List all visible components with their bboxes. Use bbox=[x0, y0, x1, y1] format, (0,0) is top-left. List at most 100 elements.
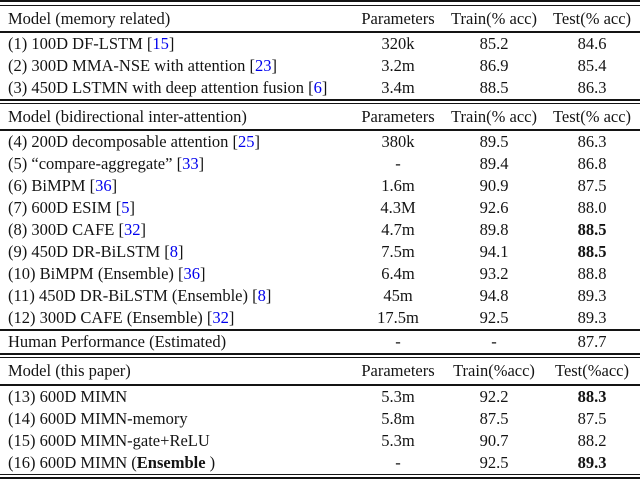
model-cell: (4) 200D decomposable attention [25] bbox=[8, 132, 261, 151]
parameters-cell: 7.5m bbox=[381, 242, 415, 261]
table-row: (8) 300D CAFE [32] 4.7m 89.8 88.5 bbox=[0, 219, 640, 241]
model-cell: (11) 450D DR-BiLSTM (Ensemble) [8] bbox=[8, 286, 272, 305]
model-cell: (13) 600D MIMN bbox=[0, 386, 352, 408]
human-performance-row: Human Performance (Estimated) - - 87.7 bbox=[0, 331, 640, 353]
column-header-test: Test(% acc) bbox=[552, 9, 632, 28]
citation-link[interactable]: 36 bbox=[183, 264, 201, 283]
model-label: (7) 600D ESIM bbox=[8, 198, 112, 217]
citation-link[interactable]: 6 bbox=[313, 78, 322, 97]
table-row: (16) 600D MIMN (Ensemble ) - 92.5 89.3 bbox=[0, 452, 640, 474]
double-rule bbox=[0, 353, 640, 358]
citation-link[interactable]: 8 bbox=[169, 242, 179, 261]
model-label: (10) BiMPM (Ensemble) bbox=[8, 264, 174, 283]
model-cell: (2) 300D MMA-NSE with attention [23] bbox=[8, 56, 278, 75]
test-accuracy-cell: 86.3 bbox=[577, 78, 607, 97]
model-label: (6) BiMPM bbox=[8, 176, 86, 195]
table-row: (15) 600D MIMN-gate+ReLU 5.3m 90.7 88.2 bbox=[0, 430, 640, 452]
table-row: (14) 600D MIMN-memory 5.8m 87.5 87.5 bbox=[0, 408, 640, 430]
parameters-cell: 3.2m bbox=[381, 56, 415, 75]
train-accuracy-cell: 87.5 bbox=[479, 409, 509, 428]
train-accuracy-cell: 92.6 bbox=[479, 198, 509, 217]
model-cell: Human Performance (Estimated) bbox=[0, 331, 352, 353]
table-row: (4) 200D decomposable attention [25] 380k… bbox=[0, 131, 640, 153]
model-label: (9) 450D DR-BiLSTM bbox=[8, 242, 161, 261]
model-label: (4) 200D decomposable attention bbox=[8, 132, 229, 151]
test-accuracy-cell: 86.8 bbox=[577, 154, 607, 173]
table-row: (2) 300D MMA-NSE with attention [23] 3.2m… bbox=[0, 55, 640, 77]
section-title: Model (this paper) bbox=[8, 361, 131, 380]
train-accuracy-cell: 94.1 bbox=[479, 242, 509, 261]
model-label: (3) 450D LSTMN with deep attention fusio… bbox=[8, 78, 305, 97]
parameters-cell: 45m bbox=[383, 286, 413, 305]
table-row: (6) BiMPM [36] 1.6m 90.9 87.5 bbox=[0, 175, 640, 197]
test-accuracy-cell: 88.5 bbox=[577, 220, 607, 239]
model-cell: (5) “compare-aggregate” [33] bbox=[8, 154, 205, 173]
train-accuracy-cell: 92.2 bbox=[479, 387, 509, 406]
parameters-cell: 380k bbox=[381, 132, 415, 151]
citation-link[interactable]: 25 bbox=[238, 132, 255, 151]
column-header-parameters: Parameters bbox=[361, 361, 435, 380]
citation-link[interactable]: 23 bbox=[255, 56, 272, 75]
table-row: (10) BiMPM (Ensemble) [36] 6.4m 93.2 88.8 bbox=[0, 263, 640, 285]
single-rule bbox=[0, 31, 640, 33]
parameters-cell: 5.8m bbox=[381, 409, 415, 428]
parameters-cell: - bbox=[395, 332, 401, 351]
train-accuracy-cell: - bbox=[491, 332, 497, 351]
parameters-cell: 4.3M bbox=[380, 198, 416, 217]
model-label: (5) “compare-aggregate” bbox=[8, 154, 173, 173]
model-label: (12) 300D CAFE (Ensemble) bbox=[8, 308, 203, 327]
column-header-test: Test(% acc) bbox=[552, 107, 632, 126]
citation-link[interactable]: 15 bbox=[152, 34, 169, 53]
citation-link[interactable]: 32 bbox=[212, 308, 229, 327]
model-cell: (9) 450D DR-BiLSTM [8] bbox=[8, 242, 184, 261]
train-accuracy-cell: 89.5 bbox=[479, 132, 509, 151]
test-accuracy-cell: 89.3 bbox=[577, 308, 607, 327]
citation-link[interactable]: 8 bbox=[257, 286, 266, 305]
model-cell: (15) 600D MIMN-gate+ReLU bbox=[0, 430, 352, 452]
parameters-cell: 5.3m bbox=[381, 387, 415, 406]
parameters-cell: 3.4m bbox=[381, 78, 415, 97]
model-label: Human Performance (Estimated) bbox=[8, 332, 227, 351]
model-label-post: ) bbox=[205, 453, 216, 472]
test-accuracy-cell: 87.5 bbox=[577, 409, 607, 428]
parameters-cell: - bbox=[395, 453, 401, 472]
citation-link[interactable]: 36 bbox=[95, 176, 112, 195]
test-accuracy-cell: 89.3 bbox=[577, 286, 607, 305]
test-accuracy-cell: 88.8 bbox=[577, 264, 607, 283]
section-header-row: Model (this paper) Parameters Train(%acc) T… bbox=[0, 358, 640, 384]
double-rule bbox=[0, 0, 640, 6]
table-row: (9) 450D DR-BiLSTM [8] 7.5m 94.1 88.5 bbox=[0, 241, 640, 263]
citation-link[interactable]: 5 bbox=[121, 198, 130, 217]
test-accuracy-cell: 88.2 bbox=[577, 431, 607, 450]
parameters-cell: 1.6m bbox=[381, 176, 415, 195]
model-cell: (10) BiMPM (Ensemble) [36] bbox=[8, 264, 206, 283]
table-row: (11) 450D DR-BiLSTM (Ensemble) [8] 45m 94.… bbox=[0, 285, 640, 307]
train-accuracy-cell: 94.8 bbox=[479, 286, 509, 305]
model-label: (11) 450D DR-BiLSTM (Ensemble) bbox=[8, 286, 248, 305]
parameters-cell: 4.7m bbox=[381, 220, 415, 239]
table-row: (5) “compare-aggregate” [33] - 89.4 86.8 bbox=[0, 153, 640, 175]
test-accuracy-cell: 87.5 bbox=[577, 176, 607, 195]
test-accuracy-cell: 85.4 bbox=[577, 56, 607, 75]
model-cell: (12) 300D CAFE (Ensemble) [32] bbox=[8, 308, 235, 327]
train-accuracy-cell: 93.2 bbox=[479, 264, 509, 283]
model-cell: (3) 450D LSTMN with deep attention fusio… bbox=[8, 78, 328, 97]
citation-link[interactable]: 33 bbox=[182, 154, 199, 173]
citation-link[interactable]: 32 bbox=[123, 220, 141, 239]
double-rule bbox=[0, 474, 640, 479]
model-label: (8) 300D CAFE bbox=[8, 220, 115, 239]
model-cell: (14) 600D MIMN-memory bbox=[0, 408, 352, 430]
column-header-train: Train(% acc) bbox=[451, 9, 537, 28]
single-rule bbox=[0, 129, 640, 131]
model-cell: (1) 100D DF-LSTM [15] bbox=[8, 34, 175, 53]
column-header-parameters: Parameters bbox=[361, 107, 435, 126]
table-row: (1) 100D DF-LSTM [15] 320k 85.2 84.6 bbox=[0, 33, 640, 55]
test-accuracy-cell: 86.3 bbox=[577, 132, 607, 151]
model-label: (16) 600D MIMN ( bbox=[8, 453, 137, 472]
train-accuracy-cell: 89.4 bbox=[479, 154, 509, 173]
model-label: (15) 600D MIMN-gate+ReLU bbox=[8, 431, 210, 450]
model-label: (13) 600D MIMN bbox=[8, 387, 128, 406]
model-cell: (7) 600D ESIM [5] bbox=[8, 198, 135, 217]
single-rule bbox=[0, 329, 640, 331]
